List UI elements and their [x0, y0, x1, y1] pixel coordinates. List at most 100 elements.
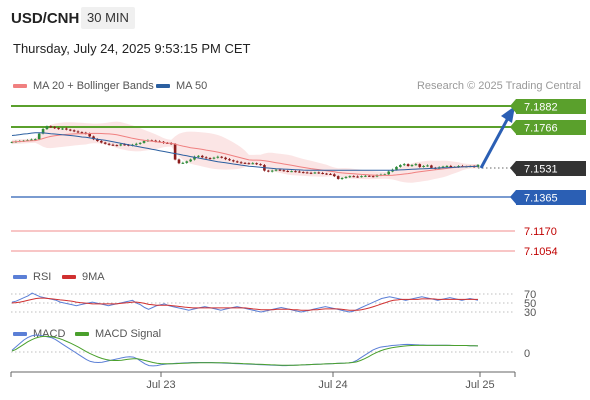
candle-body: [193, 156, 196, 160]
candle-body: [305, 172, 309, 174]
candle-body: [169, 143, 173, 145]
candle-body: [138, 142, 142, 144]
candle-body: [399, 165, 402, 167]
macd-swatch: [13, 332, 27, 336]
candle-body: [430, 165, 433, 168]
candle-body: [298, 171, 301, 173]
ma20-swatch: [13, 84, 27, 88]
candle-body: [134, 143, 138, 145]
rsi-swatch: [13, 275, 27, 279]
candle-body: [255, 163, 258, 165]
candle-body: [282, 170, 286, 172]
candle-body: [72, 130, 76, 132]
price-tag-r1-text: 7.1766: [524, 123, 558, 135]
candle-body: [267, 170, 270, 172]
price-tag-r2-text: 7.1882: [524, 102, 558, 114]
symbol-label: USD/CNH: [11, 10, 80, 27]
candle-body: [30, 139, 33, 141]
legend-rsi-ma-label: 9MA: [82, 271, 105, 283]
candle-body: [37, 133, 41, 140]
candle-body: [414, 164, 418, 166]
candle-body: [88, 133, 91, 137]
candle-body: [301, 172, 305, 174]
candle-body: [360, 176, 363, 178]
candle-body: [364, 175, 367, 177]
candle-body: [348, 176, 352, 178]
candlestick-series: [10, 125, 480, 180]
legend-ma20-label: MA 20 + Bollinger Bands: [33, 80, 154, 92]
macd-signal-line: [11, 335, 479, 366]
candle-body: [336, 176, 340, 179]
candle-body: [457, 165, 460, 167]
candle-body: [410, 165, 414, 167]
candle-body: [61, 128, 64, 130]
macd-line: [11, 334, 479, 367]
x-label-jul24: Jul 24: [318, 379, 347, 391]
candle-body: [333, 174, 336, 177]
candle-body: [123, 144, 126, 146]
candle-body: [181, 162, 185, 164]
candle-body: [119, 144, 123, 146]
candle-body: [115, 145, 119, 147]
research-credit: Research © 2025 Trading Central: [416, 80, 581, 92]
candle-body: [127, 144, 130, 146]
candle-body: [259, 164, 262, 166]
candle-body: [406, 164, 410, 166]
candle-body: [441, 166, 445, 168]
legend-rsi-label: RSI: [33, 271, 52, 283]
candle-body: [142, 141, 146, 143]
candle-body: [422, 165, 425, 167]
candle-body: [197, 155, 200, 157]
candle-body: [274, 169, 278, 171]
price-tag-last: 7.1531: [510, 161, 586, 176]
rsi-ma-line: [11, 297, 478, 311]
candle-body: [294, 171, 297, 173]
candle-body: [173, 143, 177, 160]
candle-body: [367, 175, 371, 177]
candle-body: [76, 131, 80, 133]
legend-ma50: MA 50: [156, 80, 207, 92]
candle-body: [321, 173, 324, 175]
candle-body: [375, 175, 379, 177]
price-tag-r2: 7.1882: [510, 99, 586, 114]
x-label-jul25: Jul 25: [465, 379, 494, 391]
price-tag-pivot: 7.1365: [510, 190, 586, 205]
macd-level-0: 0: [524, 348, 530, 360]
candle-body: [189, 159, 192, 162]
candle-body: [247, 163, 251, 165]
price-tag-r1: 7.1766: [510, 120, 586, 135]
candle-body: [41, 129, 45, 134]
ma20-line: [11, 132, 478, 176]
candle-body: [325, 173, 328, 175]
price-tag-s1-text: 7.1170: [524, 226, 557, 238]
candle-body: [317, 172, 321, 174]
candle-body: [309, 172, 313, 174]
macd-signal-swatch: [75, 332, 89, 336]
candle-body: [383, 174, 387, 176]
candle-body: [107, 143, 111, 145]
timeframe-button[interactable]: 30 MIN: [81, 7, 135, 29]
candle-body: [371, 176, 375, 178]
candle-body: [278, 169, 282, 171]
candle-body: [387, 171, 390, 175]
candle-body: [445, 165, 449, 167]
ma50-line: [11, 132, 479, 171]
price-tag-s2-text: 7.1054: [524, 246, 558, 258]
candle-body: [34, 139, 37, 141]
candle-body: [212, 157, 216, 159]
candle-body: [232, 160, 235, 162]
candle-body: [235, 161, 239, 163]
legend-ma20: MA 20 + Bollinger Bands: [13, 80, 154, 92]
candle-body: [329, 173, 332, 175]
candle-body: [92, 136, 95, 140]
rsi-level-50: 50: [524, 298, 536, 310]
candle-body: [313, 172, 317, 174]
candle-body: [96, 139, 99, 142]
ma50-swatch: [156, 84, 170, 88]
rsi-level-30: 30: [524, 307, 536, 319]
candle-body: [111, 144, 115, 146]
candle-body: [68, 129, 72, 131]
macd-panel: 0: [11, 334, 530, 367]
candle-body: [228, 159, 231, 161]
